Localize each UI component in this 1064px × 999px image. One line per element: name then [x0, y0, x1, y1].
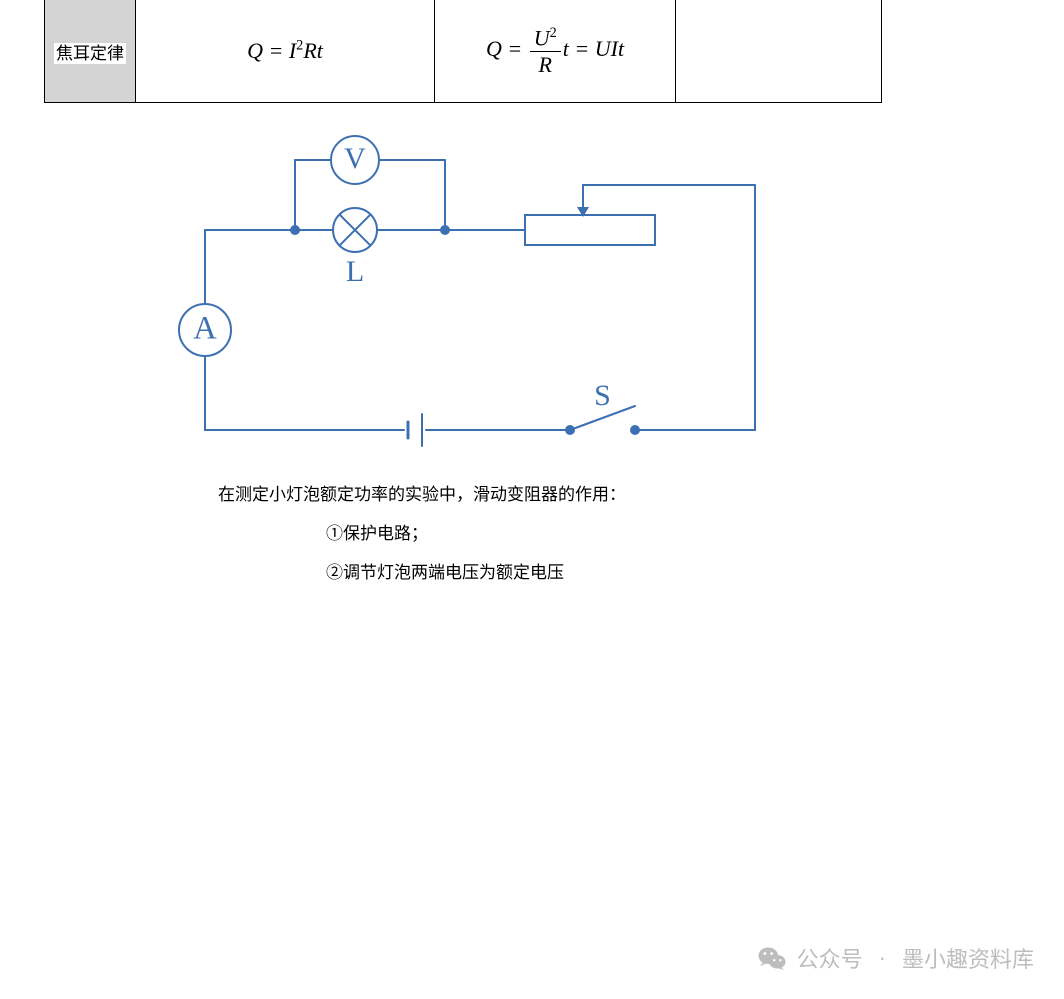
- watermark-name: 墨小趣资料库: [902, 942, 1034, 974]
- watermark-dot: ·: [879, 945, 886, 971]
- formula-cell-2: Q = U2Rt = UIt: [435, 0, 676, 103]
- ammeter-label: A: [193, 310, 217, 346]
- node: [290, 225, 300, 235]
- lamp-label: L: [346, 255, 364, 288]
- caption-line-3: ②调节灯泡两端电压为额定电压: [218, 553, 838, 592]
- voltmeter-label: V: [344, 142, 366, 175]
- table-label-cell: 焦耳定律: [45, 0, 136, 103]
- switch-label: S: [594, 379, 611, 412]
- circuit-diagram: V A L S: [165, 120, 785, 460]
- caption-line-2: ①保护电路；: [218, 514, 838, 553]
- wechat-icon: [757, 943, 787, 973]
- circuit-svg: V A L S: [165, 120, 785, 460]
- joule-law-table: 焦耳定律 Q = I2Rt Q = U2Rt = UIt: [44, 0, 882, 103]
- formula-cell-empty: [676, 0, 882, 103]
- table-label: 焦耳定律: [54, 43, 126, 64]
- node: [630, 425, 640, 435]
- formula-cell-1: Q = I2Rt: [136, 0, 435, 103]
- node: [440, 225, 450, 235]
- watermark-prefix: 公众号: [797, 942, 863, 974]
- node: [565, 425, 575, 435]
- experiment-caption: 在测定小灯泡额定功率的实验中，滑动变阻器的作用： ①保护电路； ②调节灯泡两端电…: [218, 475, 838, 592]
- caption-line-1: 在测定小灯泡额定功率的实验中，滑动变阻器的作用：: [218, 475, 838, 514]
- footer-watermark: 公众号 · 墨小趣资料库: [757, 942, 1034, 974]
